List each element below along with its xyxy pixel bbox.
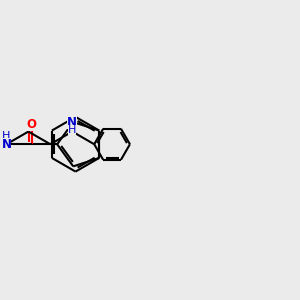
Text: O: O	[27, 118, 37, 130]
Text: H: H	[68, 125, 76, 135]
Text: N: N	[67, 116, 77, 129]
Text: N: N	[2, 138, 11, 151]
Text: H: H	[2, 131, 11, 142]
